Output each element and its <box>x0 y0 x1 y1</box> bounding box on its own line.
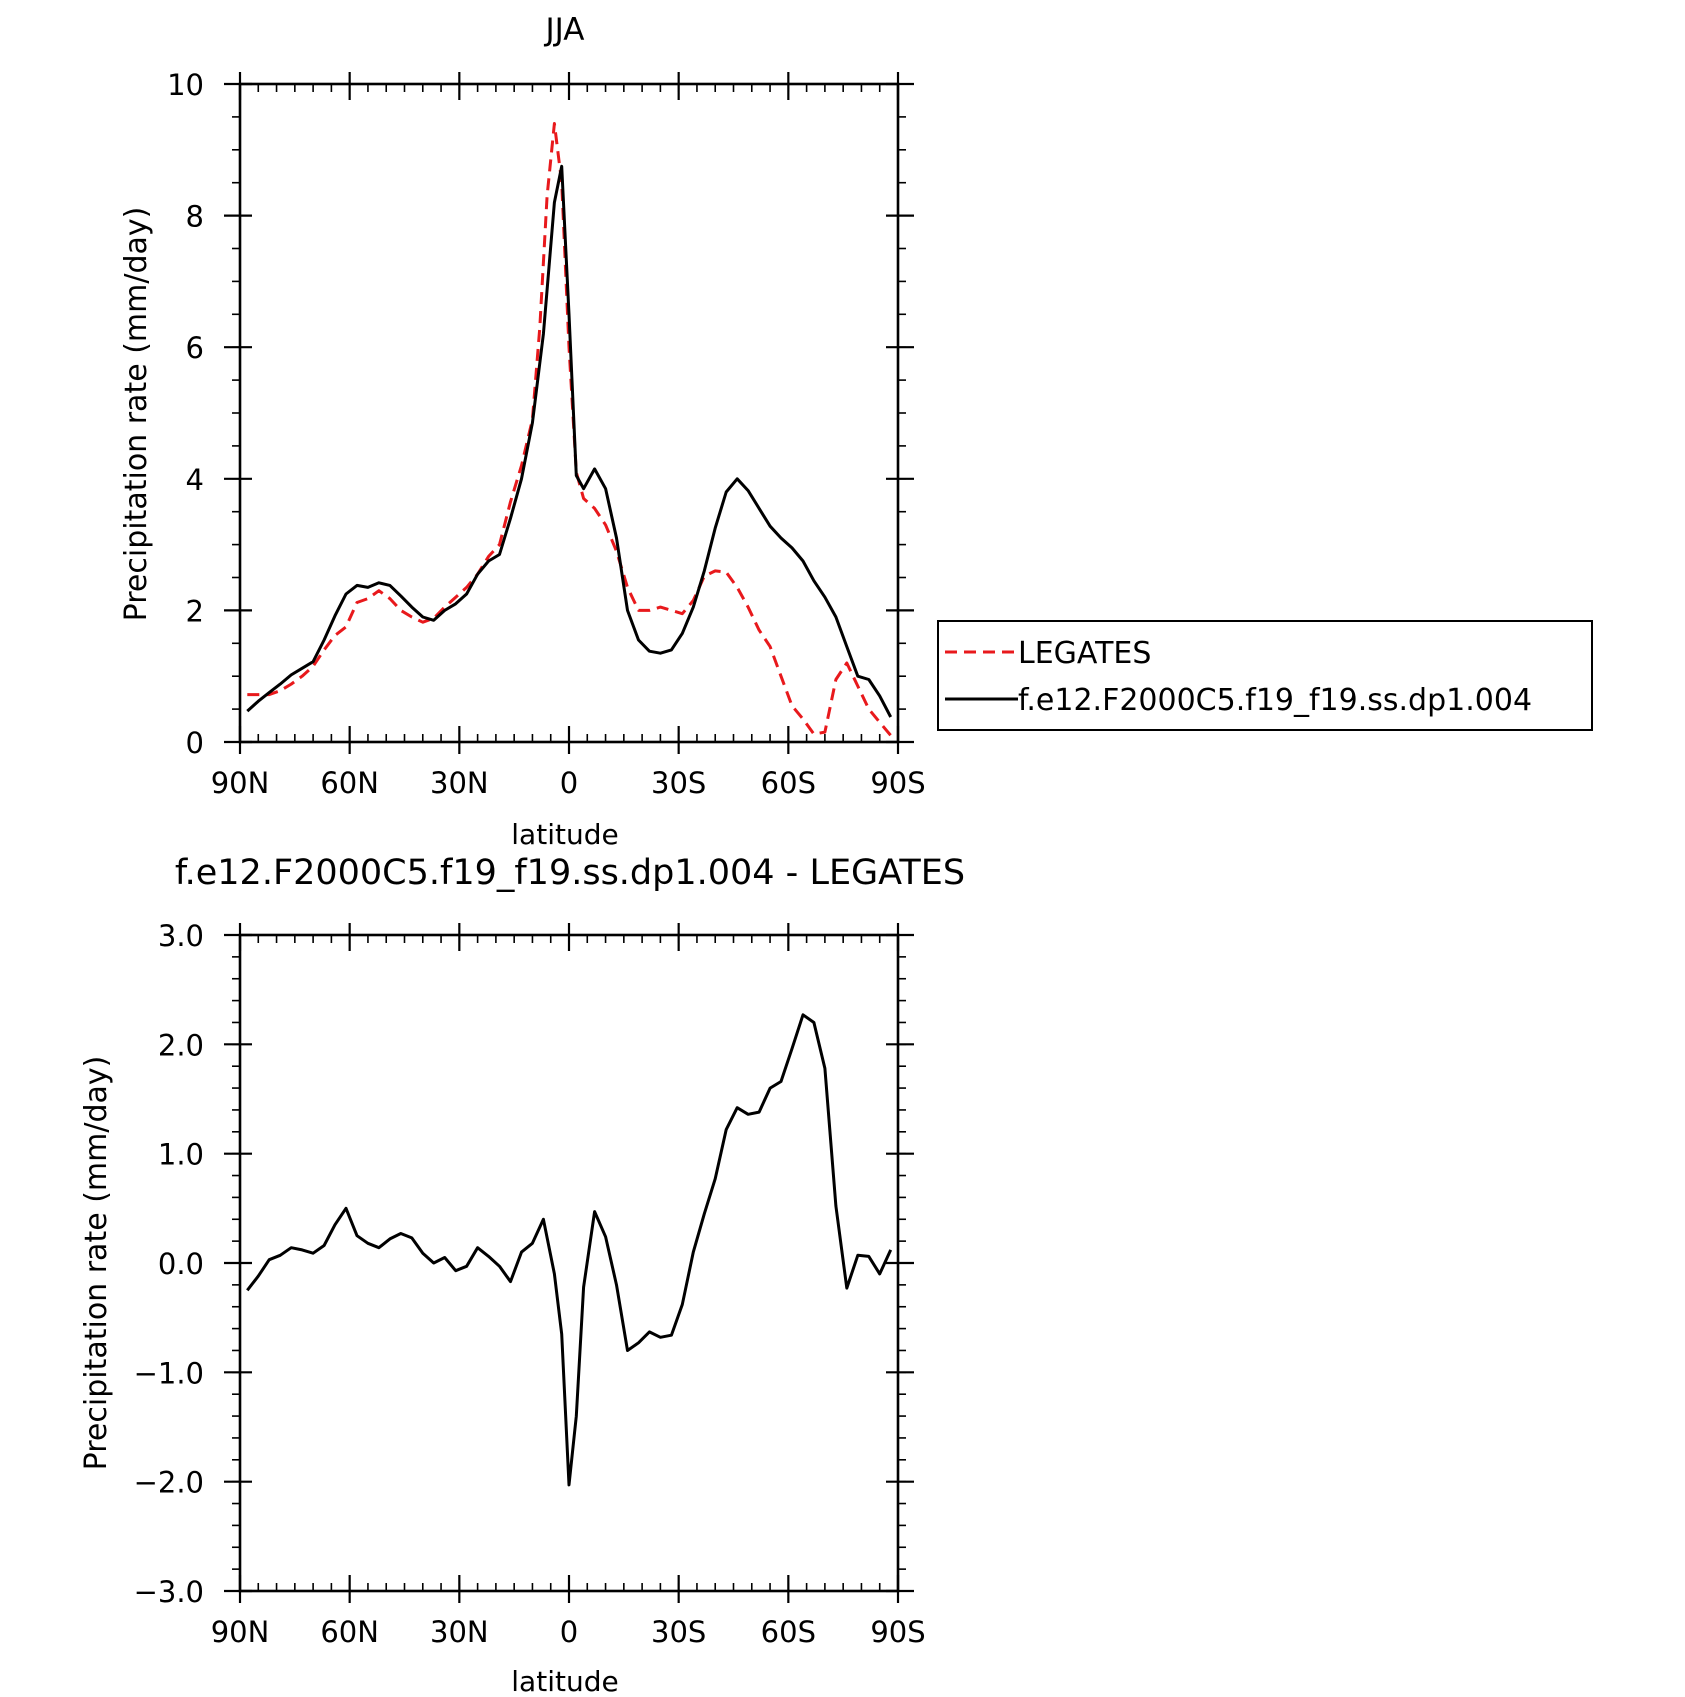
y-tick-label: 6 <box>186 331 204 365</box>
plot-frame <box>238 933 900 1593</box>
x-tick-label: 60S <box>761 766 816 800</box>
y-tick-label: 0.0 <box>158 1247 204 1281</box>
x-tick-label: 30N <box>430 766 489 800</box>
x-tick-label: 90N <box>211 766 270 800</box>
y-tick-label: 8 <box>186 200 204 234</box>
x-tick-label: 0 <box>560 766 578 800</box>
x-tick-label: 90S <box>870 766 925 800</box>
data-series <box>246 122 893 737</box>
x-axis-label: latitude <box>511 818 618 851</box>
series-difference-line <box>246 1013 893 1487</box>
y-tick-label: 2.0 <box>158 1028 204 1062</box>
legend: LEGATES f.e12.F2000C5.f19_f19.ss.dp1.004 <box>937 620 1593 731</box>
x-tick-label: 60N <box>320 1615 379 1649</box>
y-tick-label: 10 <box>167 68 204 102</box>
axis-ticks: 90N 60N 30N 0 30S 60S 90S −3.0 −2.0 −1.0 0.0 1.0 2.0… <box>134 919 926 1649</box>
legend-box <box>937 620 1593 731</box>
x-axis-label: latitude <box>511 1665 618 1697</box>
precipitation-difference-panel: f.e12.F2000C5.f19_f19.ss.dp1.004 - LEGAT… <box>79 853 965 1697</box>
chart-title: f.e12.F2000C5.f19_f19.ss.dp1.004 - LEGAT… <box>175 853 965 893</box>
y-tick-label: −3.0 <box>134 1575 204 1609</box>
y-tick-label: 4 <box>186 463 204 497</box>
chart-title: JJA <box>544 12 585 48</box>
x-tick-label: 90S <box>870 1615 925 1649</box>
series-model-line <box>246 164 893 718</box>
plot-frame <box>238 82 900 744</box>
x-tick-label: 30S <box>651 766 706 800</box>
data-series <box>246 1013 893 1487</box>
precipitation-jja-panel: JJA Precipitation rate (mm/day) latitude… <box>119 12 926 851</box>
y-tick-label: −2.0 <box>134 1466 204 1500</box>
y-axis-label: Precipitation rate (mm/day) <box>119 207 154 622</box>
x-tick-label: 60S <box>761 1615 816 1649</box>
x-tick-label: 90N <box>211 1615 270 1649</box>
y-tick-label: −1.0 <box>134 1356 204 1390</box>
x-tick-label: 30N <box>430 1615 489 1649</box>
y-tick-label: 0 <box>186 726 204 760</box>
y-tick-label: 3.0 <box>158 919 204 953</box>
y-tick-label: 1.0 <box>158 1138 204 1172</box>
y-tick-label: 2 <box>186 594 204 628</box>
x-tick-label: 60N <box>320 766 379 800</box>
y-axis-label: Precipitation rate (mm/day) <box>79 1056 114 1471</box>
x-tick-label: 30S <box>651 1615 706 1649</box>
x-tick-label: 0 <box>560 1615 578 1649</box>
legend-label-legates: LEGATES <box>1018 636 1151 671</box>
legend-label-model: f.e12.F2000C5.f19_f19.ss.dp1.004 <box>1018 683 1532 718</box>
